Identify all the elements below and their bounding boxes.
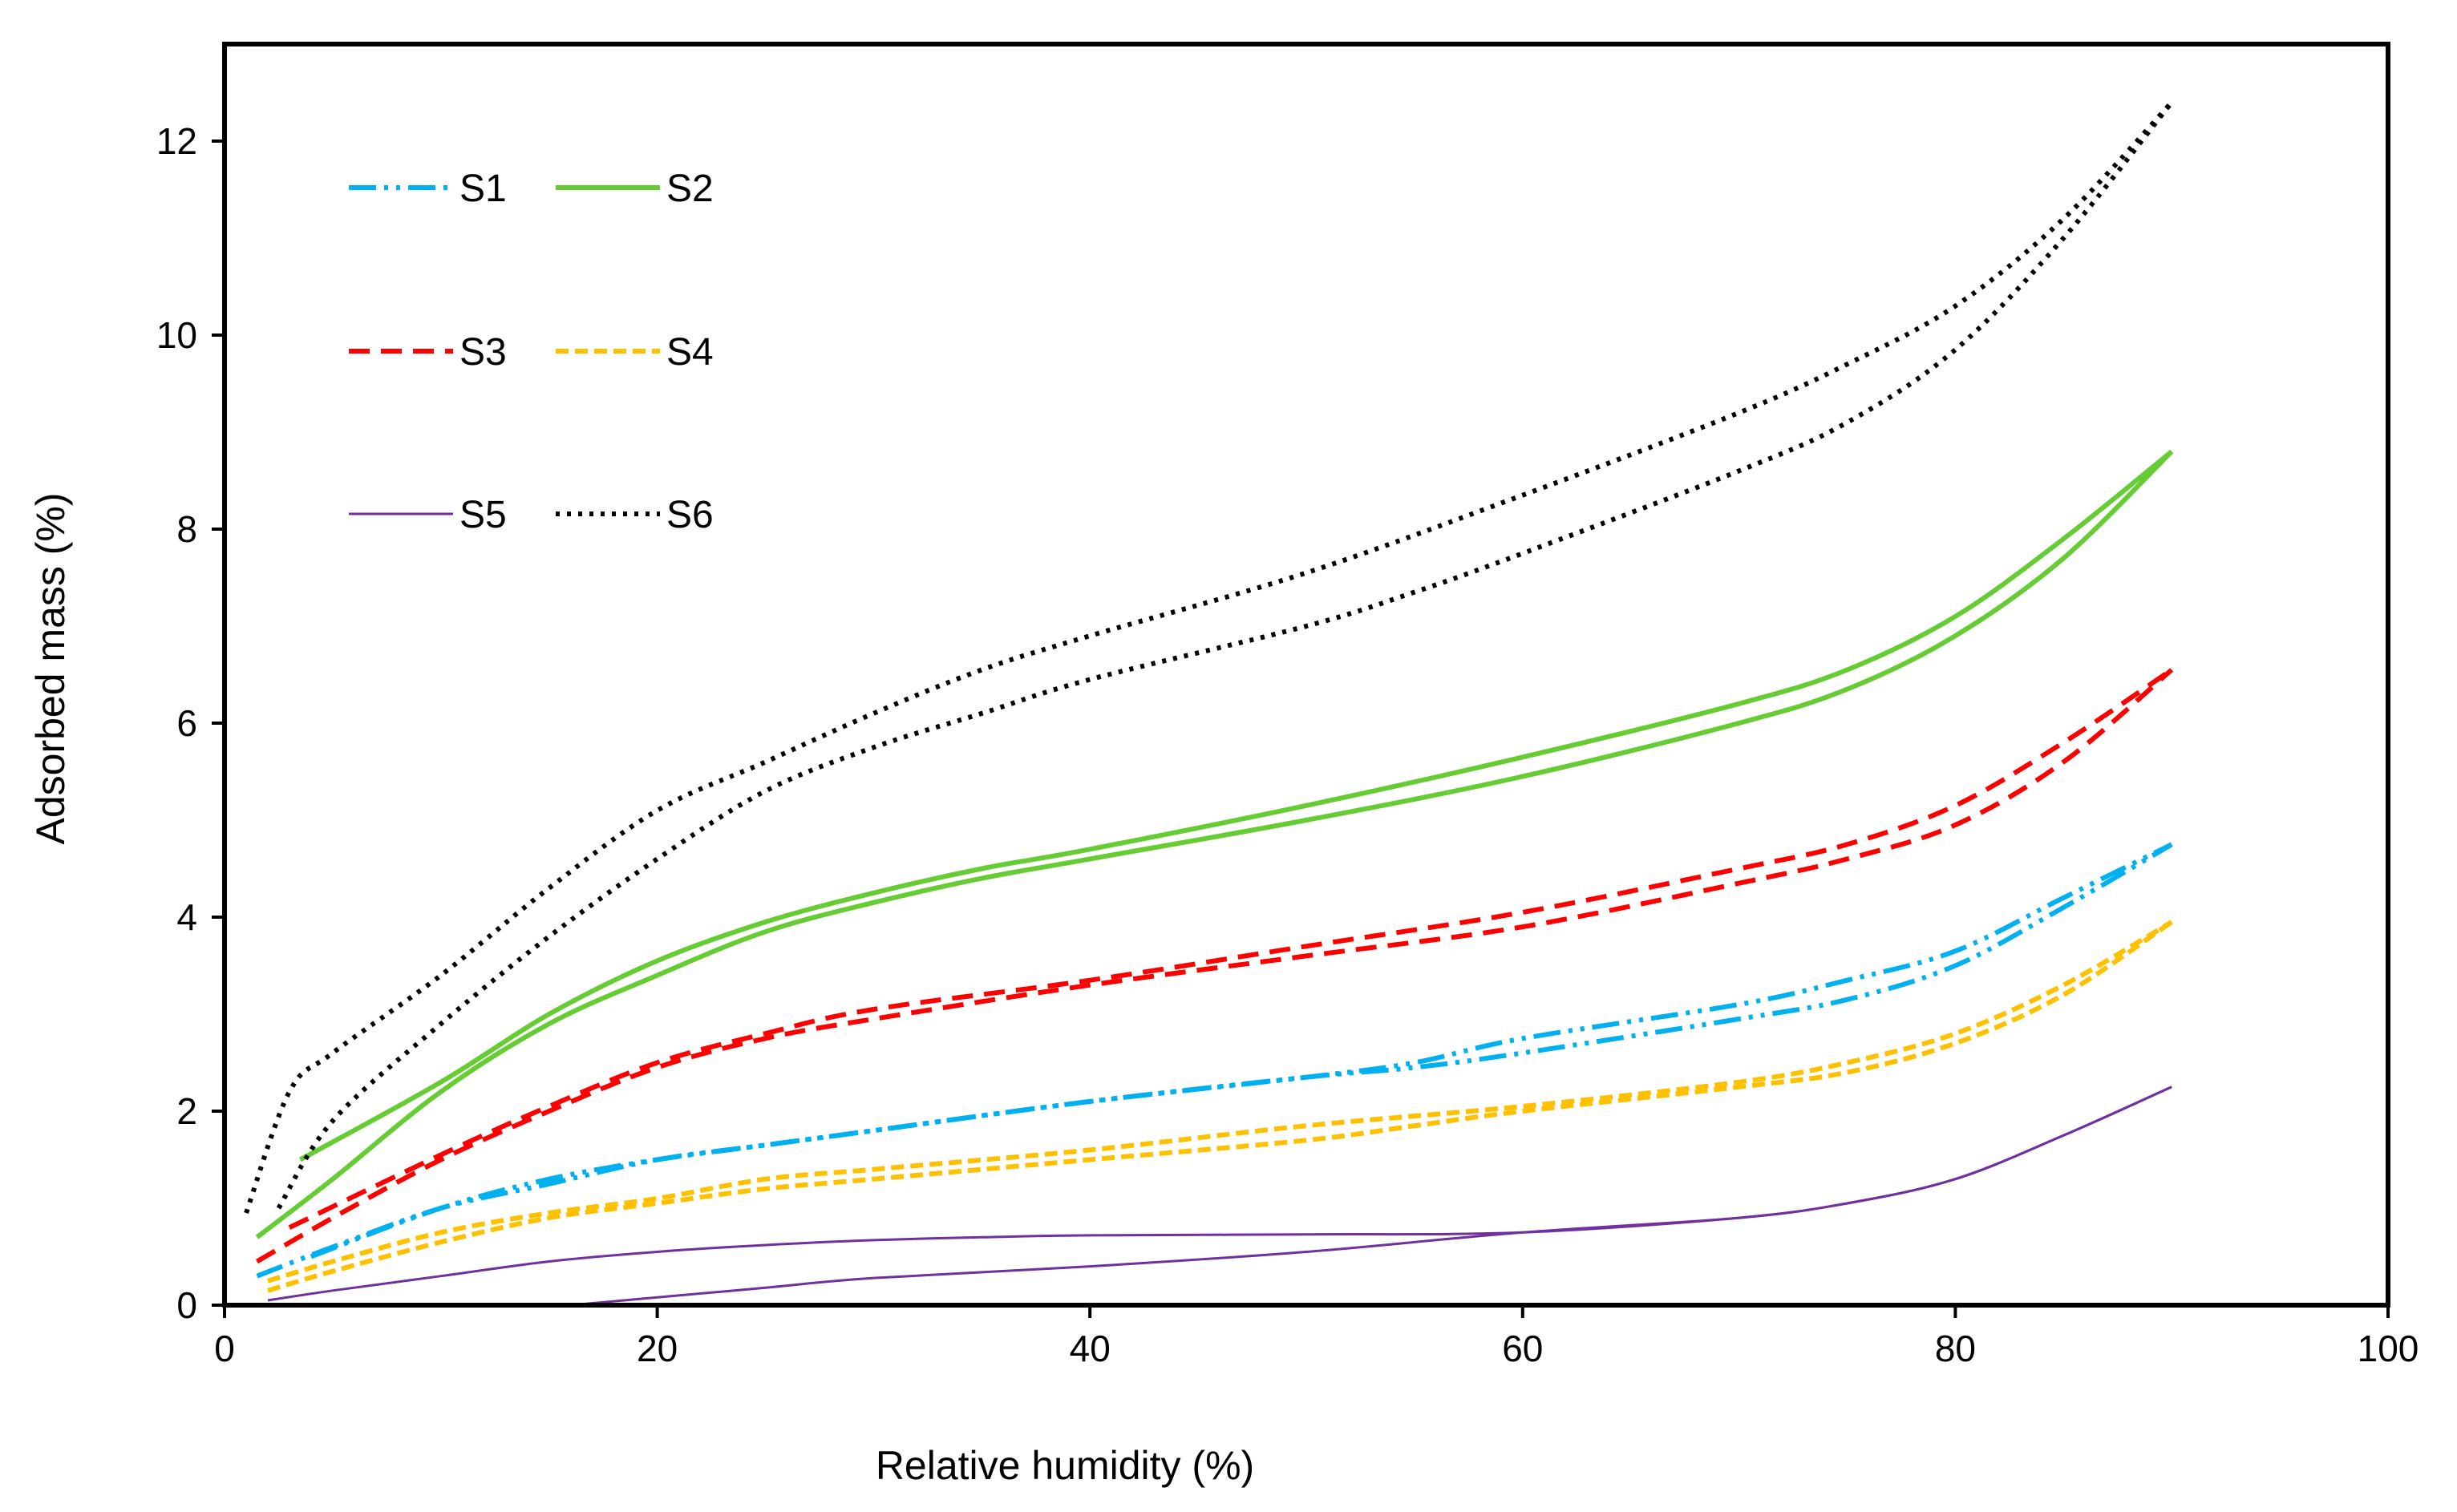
legend-label-s1: S1 xyxy=(459,168,507,210)
s2-adsorption-line xyxy=(255,450,2174,1239)
y-axis-title: Adsorbed mass (%) xyxy=(28,492,73,844)
x-tick-label: 100 xyxy=(2358,1328,2419,1369)
x-tick-label: 80 xyxy=(1935,1328,1976,1369)
legend: S1 S2 S3 S4 S5 S6 xyxy=(349,168,714,536)
s3-adsorption-line xyxy=(256,668,2174,1264)
s3-desorption-line xyxy=(288,668,2173,1230)
s4-adsorption-line xyxy=(267,920,2173,1293)
legend-label-s2: S2 xyxy=(666,168,714,210)
legend-label-s5: S5 xyxy=(459,494,507,536)
s1-desorption-line xyxy=(310,842,2173,1259)
plot-frame xyxy=(222,42,2390,1308)
y-tick-label: 4 xyxy=(176,896,197,938)
legend-label-s4: S4 xyxy=(666,331,714,374)
y-tick-label: 0 xyxy=(176,1284,197,1326)
y-tick-label: 6 xyxy=(176,702,197,744)
x-tick-label: 0 xyxy=(214,1328,235,1369)
axes-layer: 0 20 40 60 80 100 0 2 4 6 8 10 12 xyxy=(156,42,2419,1369)
s2-desorption-line xyxy=(298,449,2174,1162)
y-tick-label: 8 xyxy=(176,508,197,550)
s5-desorption-line xyxy=(267,1085,2172,1302)
s4-desorption-line xyxy=(267,920,2173,1284)
legend-label-s6: S6 xyxy=(666,494,714,536)
x-tick-label: 60 xyxy=(1502,1328,1543,1369)
series-layer xyxy=(244,100,2174,1307)
legend-label-s3: S3 xyxy=(459,331,507,374)
x-tick-label: 20 xyxy=(637,1328,678,1369)
s6-adsorption-line xyxy=(276,100,2174,1210)
y-tick-label: 10 xyxy=(156,314,197,356)
x-axis-title: Relative humidity (%) xyxy=(876,1443,1254,1488)
x-tick-label: 40 xyxy=(1070,1328,1111,1369)
s1-adsorption-line xyxy=(256,842,2173,1279)
y-tick-label: 12 xyxy=(156,120,197,162)
y-tick-label: 2 xyxy=(176,1090,197,1132)
